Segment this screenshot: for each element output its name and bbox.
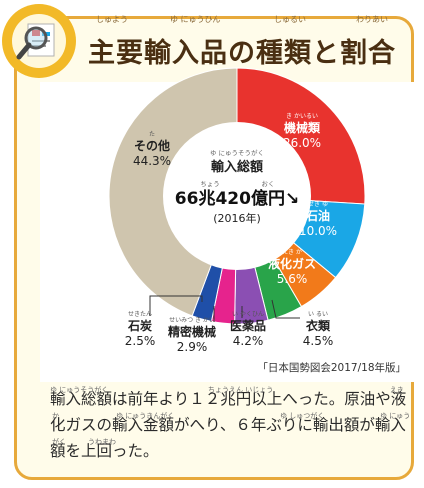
slice-name-3: 衣類	[306, 318, 331, 333]
description-ruby: か	[52, 412, 59, 420]
slice-name-6: 石炭	[127, 318, 152, 333]
slice-value-5: 2.9%	[177, 340, 208, 354]
slice-name-1: 石油	[305, 208, 330, 223]
slice-ruby-2: えき か	[282, 249, 302, 256]
description-ruby: がく	[52, 438, 66, 446]
description-line-3: 額を上回った。 がく うわまわ	[50, 438, 410, 464]
description-line-1: 輸入総額は前年より１２兆円以上へった。原油や液ゆ にゅうそうがく ちょうえん いじ…	[50, 386, 410, 412]
description-ruby: えき	[390, 386, 404, 394]
center-year: (2016年)	[213, 211, 261, 225]
center-value: 66兆420億円↘	[175, 188, 299, 209]
description-ruby: ゆ にゅうきんがく	[116, 412, 175, 420]
slice-name-2: 液化ガス	[268, 256, 316, 271]
leader-line-6	[149, 295, 203, 316]
slice-ruby-3: い るい	[308, 311, 328, 318]
slice-value-2: 5.6%	[277, 272, 308, 286]
source-note: 「日本国勢図会2017/18年版」	[257, 360, 406, 375]
slice-ruby-1: せき ゆ	[308, 201, 328, 208]
slice-name-5: 精密機械	[168, 324, 216, 339]
page-title: 主要輸入品の種類と割合	[88, 38, 396, 69]
slice-ruby-4: い やくひん	[232, 310, 264, 318]
description: 輸入総額は前年より１２兆円以上へった。原油や液ゆ にゅうそうがく ちょうえん いじ…	[50, 386, 410, 464]
badge	[2, 4, 76, 78]
center-value-ruby-2: おく	[262, 180, 275, 188]
slice-ruby-5: せいみつ き かい	[169, 317, 215, 324]
magnifier-document-icon	[16, 23, 55, 60]
description-ruby: ゆ しゅつがく	[280, 412, 325, 420]
center-label: 輸入総額	[211, 159, 263, 175]
description-ruby: ちょうえん いじょう	[208, 386, 274, 394]
header: しゅよう ゆ にゅうひん しゅるい わりあい 主要輸入品の種類と割合	[0, 0, 424, 80]
slice-ruby-7: た	[149, 131, 155, 138]
slice-name-4: 医薬品	[230, 318, 266, 333]
slice-value-1: 10.0%	[299, 224, 337, 238]
description-ruby: うわまわ	[88, 438, 116, 446]
slice-value-3: 4.5%	[303, 334, 334, 348]
slice-value-6: 2.5%	[125, 334, 156, 348]
chart-center: ゆ にゅうそうがく 輸入総額 ちょう おく 66兆420億円↘ (2016年)	[175, 148, 299, 225]
slice-name-7: その他	[134, 138, 170, 153]
center-value-ruby-1: ちょう	[200, 180, 220, 188]
description-ruby: ゆ にゅう	[380, 412, 411, 420]
description-line-2: 化ガスの輸入金額がへり、６年ぶりに輸出額が輸入かゆ にゅうきんがくゆ しゅつがく…	[50, 412, 410, 438]
center-label-ruby: ゆ にゅうそうがく	[210, 148, 264, 157]
slice-ruby-6: せきたん	[128, 311, 152, 318]
slice-name-0: 機械類	[284, 120, 321, 135]
slice-value-0: 26.0%	[283, 136, 321, 150]
slice-value-4: 4.2%	[233, 334, 264, 348]
title-ruby: しゅよう ゆ にゅうひん しゅるい わりあい	[96, 15, 388, 24]
leader-line-3	[271, 299, 300, 319]
description-ruby: ゆ にゅうそうがく	[50, 386, 109, 394]
slice-ruby-0: き かいるい	[286, 113, 318, 120]
slice-value-7: 44.3%	[133, 154, 171, 168]
